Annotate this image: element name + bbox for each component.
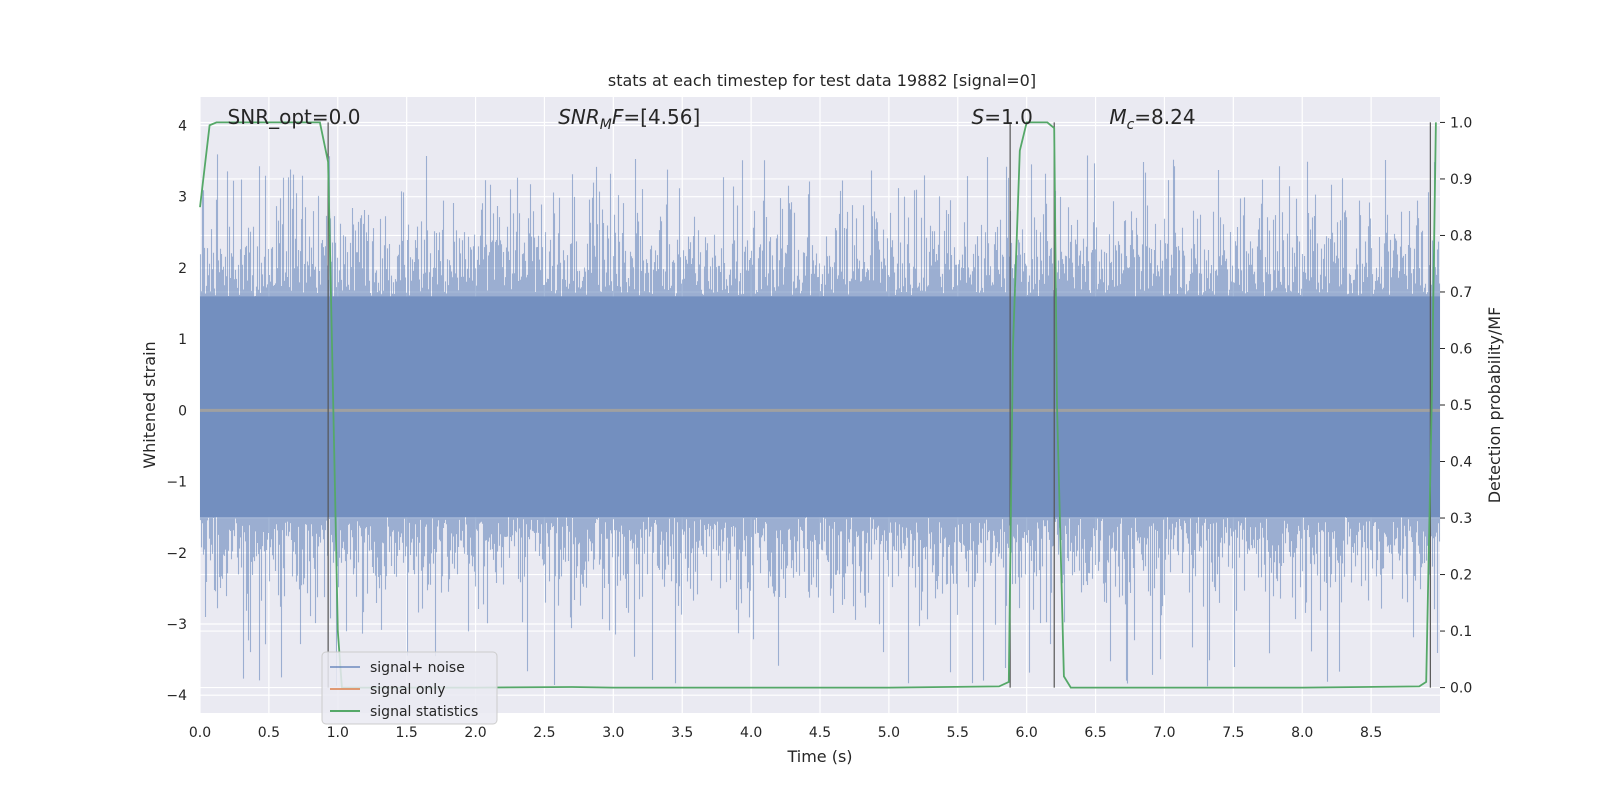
- x-tick-label: 0.0: [189, 725, 211, 741]
- y-tick-label: 2: [178, 261, 187, 277]
- x-tick-label: 7.5: [1222, 725, 1244, 741]
- x-tick-label: 5.5: [947, 725, 969, 741]
- legend-label: signal only: [370, 682, 445, 698]
- annotation-2: S=1.0: [972, 105, 1033, 129]
- x-tick-label: 0.5: [258, 725, 280, 741]
- y2-tick-label: 0.7: [1450, 285, 1472, 301]
- y-tick-label: −3: [166, 617, 187, 633]
- x-tick-label: 1.0: [327, 725, 349, 741]
- x-tick-label: 6.0: [1016, 725, 1038, 741]
- y2-tick-label: 0.3: [1450, 511, 1472, 527]
- event-markers: [327, 122, 1431, 688]
- legend-box: [321, 651, 498, 725]
- y2-tick-label: 0.8: [1450, 228, 1472, 244]
- y2-tick-label: 0.1: [1450, 624, 1472, 640]
- noise-trace: [199, 154, 1441, 687]
- x-tick-label: 7.0: [1153, 725, 1175, 741]
- y-axis-label: Whitened strain: [140, 341, 159, 468]
- signal-statistics-line: [199, 121, 1437, 689]
- x-tick-label: 8.0: [1291, 725, 1313, 741]
- x-tick-label: 5.0: [878, 725, 900, 741]
- x-tick-label: 2.5: [533, 725, 555, 741]
- x-axis-label: Time (s): [786, 747, 852, 766]
- y2-tick-label: 0.0: [1450, 681, 1472, 697]
- y-tick-label: −1: [166, 475, 187, 491]
- x-tick-labels: 0.0 0.5 1.0 1.5 2.0 2.5 3.0 3.5 4.0 4.5 5.0 5.5 6.0 6…: [189, 725, 1382, 741]
- annotation-3: Mc=8.24: [1109, 105, 1195, 133]
- chart-title: stats at each timestep for test data 198…: [608, 71, 1036, 90]
- y2-tick-label: 0.2: [1450, 568, 1472, 584]
- legend-label: signal statistics: [370, 704, 478, 720]
- y-tick-label: 1: [178, 332, 187, 348]
- y2-tick-label: 1.0: [1450, 115, 1472, 131]
- x-tick-label: 8.5: [1360, 725, 1382, 741]
- y2-axis-label: Detection probability/MF: [1485, 307, 1504, 504]
- y-tick-labels: 4 3 2 1 0 −1 −2 −3 −4: [166, 118, 187, 704]
- x-tick-label: 4.5: [809, 725, 831, 741]
- signal-noise-series: [199, 154, 1441, 687]
- y-tick-label: −4: [166, 688, 187, 704]
- x-tick-label: 2.0: [464, 725, 486, 741]
- y2-tick-label: 0.9: [1450, 172, 1472, 188]
- annotation-1: SNRMF=[4.56]: [558, 105, 700, 133]
- x-tick-label: 6.5: [1084, 725, 1106, 741]
- x-tick-label: 3.0: [602, 725, 624, 741]
- x-tick-label: 3.5: [671, 725, 693, 741]
- y2-tick-label: 0.6: [1450, 341, 1472, 357]
- y-tick-label: 3: [178, 190, 187, 206]
- annotations: SNR_opt=0.0 SNRMF=[4.56] S=1.0 Mc=8.24: [228, 105, 1196, 133]
- y2-tick-label: 0.5: [1450, 398, 1472, 414]
- y-tick-label: 4: [178, 118, 187, 134]
- x-tick-label: 4.0: [740, 725, 762, 741]
- signal-statistics-series: [199, 121, 1437, 689]
- y2-tick-labels: 1.0 0.9 0.8 0.7 0.6 0.5 0.4 0.3 0.2 0.1 0.0: [1440, 115, 1472, 697]
- legend: signal+ noise signal only signal statistic…: [321, 651, 498, 725]
- y-tick-label: −2: [166, 546, 187, 562]
- y-tick-label: 0: [178, 403, 187, 419]
- y2-tick-label: 0.4: [1450, 455, 1472, 471]
- legend-label: signal+ noise: [370, 660, 465, 676]
- x-tick-label: 1.5: [396, 725, 418, 741]
- annotation-0: SNR_opt=0.0: [228, 105, 361, 129]
